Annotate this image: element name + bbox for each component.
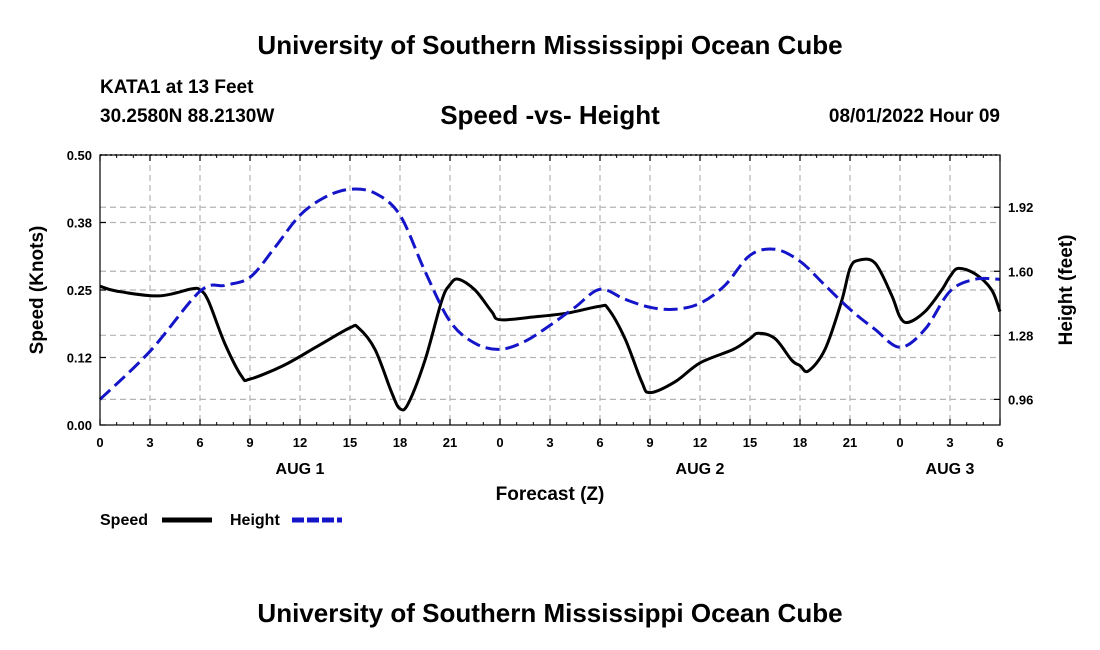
day-label: AUG 3 xyxy=(926,461,975,478)
day-label: AUG 2 xyxy=(676,461,725,478)
x-tick-label: 0 xyxy=(96,435,103,450)
x-tick-label: 9 xyxy=(646,435,653,450)
x-tick-label: 12 xyxy=(293,435,307,450)
x-tick-label: 3 xyxy=(946,435,953,450)
y2-tick-label: 0.96 xyxy=(1008,392,1033,407)
x-tick-label: 6 xyxy=(996,435,1003,450)
x-tick-label: 0 xyxy=(496,435,503,450)
y-tick-label: 0.00 xyxy=(67,418,92,433)
day-label: AUG 1 xyxy=(276,461,325,478)
station-coordinates: 30.2580N 88.2130W xyxy=(100,106,275,127)
y-tick-label: 0.12 xyxy=(67,351,92,366)
forecast-datetime: 08/01/2022 Hour 09 xyxy=(828,106,1000,127)
chart-title: Speed -vs- Height xyxy=(440,100,660,130)
x-tick-label: 18 xyxy=(793,435,807,450)
y-axis-label: Speed (Knots) xyxy=(27,226,48,355)
y2-tick-label: 1.60 xyxy=(1008,264,1033,279)
x-tick-label: 15 xyxy=(343,435,357,450)
x-axis-label: Forecast (Z) xyxy=(496,484,605,505)
series-line-speed xyxy=(99,257,1002,412)
x-tick-label: 3 xyxy=(146,435,153,450)
x-tick-label: 21 xyxy=(843,435,857,450)
legend-height-label: Height xyxy=(230,512,280,529)
x-tick-label: 18 xyxy=(393,435,407,450)
grid-lines xyxy=(100,155,1000,425)
x-tick-label: 6 xyxy=(196,435,203,450)
station-label: KATA1 at 13 Feet xyxy=(100,77,254,98)
main-title: University of Southern Mississippi Ocean… xyxy=(257,30,843,60)
y-tick-label: 0.38 xyxy=(67,216,92,231)
x-tick-label: 6 xyxy=(596,435,603,450)
series-lines xyxy=(98,187,1002,412)
y2-axis-label: Height (feet) xyxy=(1056,235,1077,346)
y-tick-label: 0.50 xyxy=(67,148,92,163)
y2-tick-label: 1.28 xyxy=(1008,328,1033,343)
y-tick-label: 0.25 xyxy=(67,283,92,298)
x-tick-label: 0 xyxy=(896,435,903,450)
legend-speed-label: Speed xyxy=(100,512,148,529)
footer-title: University of Southern Mississippi Ocean… xyxy=(257,598,843,628)
x-tick-label: 15 xyxy=(743,435,757,450)
axes: 0 3 6 9 12 15 18 21 0 3 6 9 12 15 18 21 0 3 6 0.00 0.12 0.25 0… xyxy=(67,148,1034,478)
series-line-height xyxy=(98,187,1001,401)
x-tick-label: 3 xyxy=(546,435,553,450)
x-tick-label: 12 xyxy=(693,435,707,450)
x-tick-label: 21 xyxy=(443,435,457,450)
y2-tick-label: 1.92 xyxy=(1008,200,1033,215)
x-tick-label: 9 xyxy=(246,435,253,450)
legend: Speed Height xyxy=(100,512,342,529)
